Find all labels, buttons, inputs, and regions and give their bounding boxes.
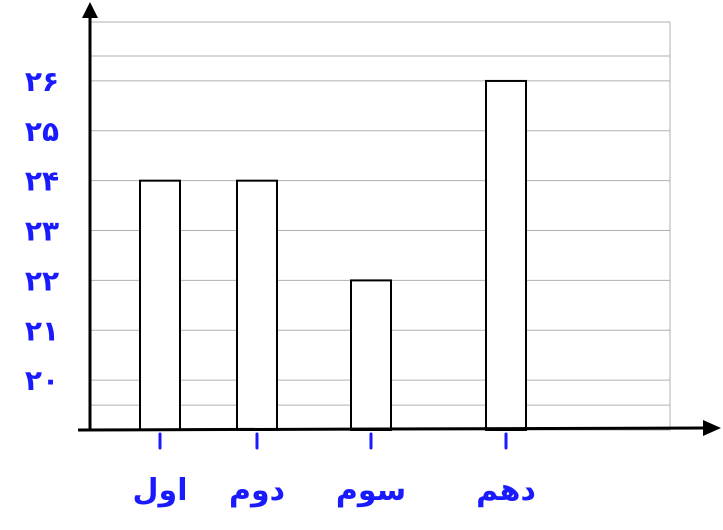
bar — [236, 179, 278, 431]
bar — [139, 179, 181, 431]
x-tick-labels: اول دوم سوم دهم — [133, 432, 536, 508]
x-tick-label: اول — [133, 473, 188, 508]
bar — [485, 79, 527, 432]
y-tick-label: ۲۶ — [25, 65, 59, 98]
grid-lines — [90, 55, 670, 406]
y-tick-labels: ۲۰ ۲۱ ۲۲ ۲۳ ۲۴ ۲۵ ۲۶ — [25, 65, 59, 397]
y-tick-label: ۲۳ — [25, 215, 59, 248]
x-tick-label: دهم — [476, 473, 536, 508]
x-tick-label: دوم — [229, 473, 285, 508]
y-tick-label: ۲۱ — [25, 314, 59, 347]
y-tick-label: ۲۰ — [25, 364, 59, 397]
y-tick-label: ۲۵ — [25, 115, 59, 148]
bars — [139, 79, 527, 432]
bar — [350, 279, 392, 431]
x-axis — [77, 426, 706, 432]
x-tick-label: سوم — [336, 473, 406, 508]
y-axis-arrow — [82, 2, 98, 18]
y-tick-label: ۲۴ — [25, 165, 59, 198]
x-axis-arrow — [703, 420, 721, 436]
y-tick-label: ۲۲ — [25, 264, 59, 297]
